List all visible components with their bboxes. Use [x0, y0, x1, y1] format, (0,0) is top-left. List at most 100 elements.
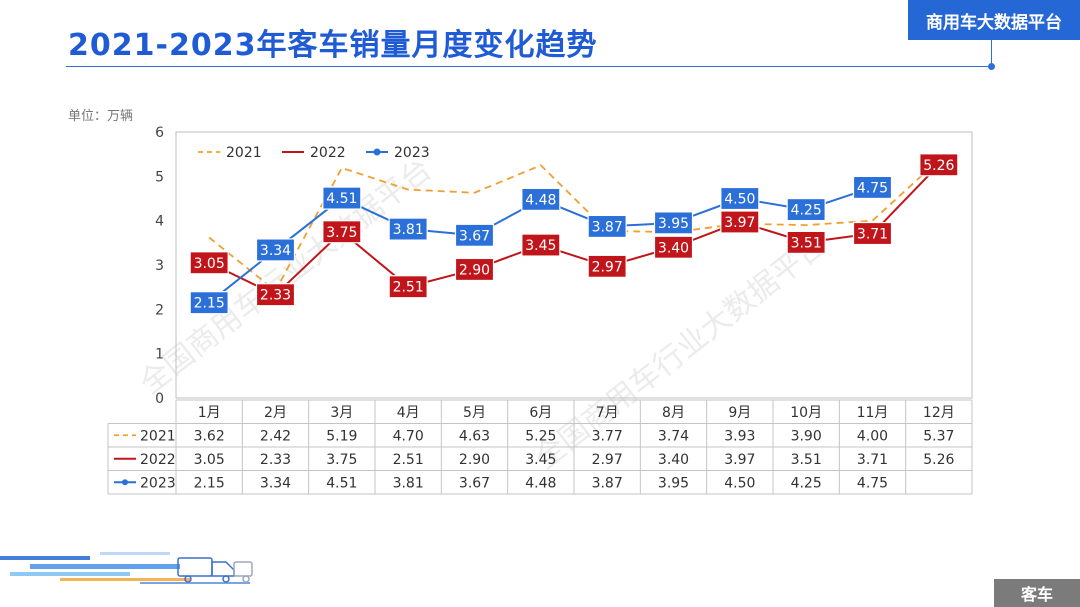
table-cell: 2.42	[260, 428, 291, 444]
table-cell: 5.37	[923, 428, 954, 444]
data-label-2023: 4.75	[857, 180, 888, 196]
data-label-2023: 3.95	[658, 216, 689, 232]
table-cell: 2.51	[393, 452, 424, 468]
data-label-2022: 3.51	[791, 235, 822, 251]
table-cell: 4.25	[791, 475, 822, 491]
data-label-box-2023	[454, 223, 495, 247]
table-cell: 4.70	[393, 428, 424, 444]
data-label-2023: 3.34	[260, 243, 291, 259]
data-label-box-2023	[322, 186, 362, 210]
data-label-box-2022	[454, 257, 495, 282]
data-label-box-2022	[653, 235, 694, 259]
table-cell: 3.81	[393, 475, 424, 491]
table-cell: 3.05	[194, 452, 225, 468]
table-cell: 3.97	[724, 452, 755, 468]
legend-label-2023: 2023	[394, 145, 430, 161]
x-tick-label: 8月	[662, 405, 685, 421]
data-label-box-2023	[786, 197, 826, 222]
table-cell: 3.77	[592, 428, 623, 444]
table-cell: 4.51	[326, 475, 357, 491]
table-cell: 2.33	[260, 452, 291, 468]
data-label-box-2022	[521, 233, 561, 257]
table-cell: 2.97	[592, 452, 623, 468]
table-cell: 3.75	[326, 452, 357, 468]
table-cell: 2.15	[194, 475, 225, 491]
data-label-box-2022	[786, 230, 826, 254]
y-tick-label: 5	[155, 169, 164, 185]
table-cell: 4.00	[857, 428, 888, 444]
data-label-2023: 4.51	[326, 191, 357, 207]
data-label-2023: 2.15	[194, 296, 225, 312]
speed-lines	[0, 552, 250, 584]
data-label-box-2022	[255, 283, 296, 307]
data-label-2022: 5.26	[923, 158, 954, 174]
data-label-2023: 4.48	[525, 192, 556, 208]
data-label-2023: 4.25	[791, 203, 822, 219]
table-series-name-2021: 2021	[140, 428, 176, 444]
table-cell: 3.34	[260, 475, 291, 491]
data-label-box-2022	[388, 275, 428, 299]
legend-label-2021: 2021	[226, 145, 262, 161]
series-line-2021	[208, 159, 940, 292]
table-cell: 3.45	[525, 452, 556, 468]
data-label-2022: 2.51	[393, 280, 424, 296]
y-tick-label: 1	[155, 347, 164, 363]
table-cell: 3.40	[658, 452, 689, 468]
unit-label: 单位：万辆	[68, 109, 134, 124]
data-label-box-2023	[189, 291, 229, 315]
table-series-name-2023: 2023	[140, 475, 176, 491]
data-label-2023: 4.50	[724, 192, 755, 208]
y-tick-label: 6	[155, 125, 164, 141]
x-tick-label: 11月	[857, 405, 889, 421]
title-underline	[66, 66, 992, 67]
table-cell: 4.75	[857, 475, 888, 491]
x-tick-label: 2月	[264, 405, 287, 421]
y-tick-label: 2	[155, 302, 164, 318]
data-label-box-2023	[653, 211, 694, 235]
table-cell: 3.74	[658, 428, 689, 444]
x-tick-label: 1月	[198, 405, 221, 421]
data-label-2022: 3.05	[194, 256, 225, 272]
data-label-box-2023	[388, 217, 428, 241]
table-cell: 4.63	[459, 428, 490, 444]
page-title: 2021-2023年客车销量月度变化趋势	[68, 28, 598, 63]
table-cell: 4.50	[724, 475, 755, 491]
data-label-2022: 3.75	[326, 225, 357, 241]
data-label-2022: 3.97	[724, 215, 755, 231]
data-label-box-2022	[189, 251, 229, 275]
table-cell: 5.19	[326, 428, 357, 444]
truck-outline-icon	[177, 557, 253, 583]
legend-marker-2023	[373, 148, 381, 156]
y-tick-label: 4	[155, 214, 164, 230]
x-tick-label: 5月	[463, 405, 486, 421]
data-label-2023: 3.67	[459, 228, 490, 244]
title-dot	[988, 63, 995, 70]
table-key-marker-2023	[122, 479, 128, 486]
data-label-2022: 2.90	[459, 262, 490, 278]
data-label-box-2022	[322, 220, 362, 244]
data-label-2022: 3.45	[525, 238, 556, 254]
legend-label-2022: 2022	[310, 145, 346, 161]
table-cell: 3.51	[791, 452, 822, 468]
table-cell: 3.67	[459, 475, 490, 491]
data-label-box-2022	[720, 210, 760, 234]
table-cell: 3.87	[592, 475, 623, 491]
x-tick-label: 12月	[923, 405, 955, 421]
data-label-box-2023	[587, 214, 627, 239]
table-cell: 3.90	[791, 428, 822, 444]
x-tick-label: 4月	[397, 405, 420, 421]
table-cell: 5.26	[923, 452, 954, 468]
data-label-box-2023	[521, 187, 561, 211]
table-cell: 4.48	[525, 475, 556, 491]
data-label-box-2023	[255, 238, 296, 262]
title-connector	[991, 40, 992, 64]
data-label-box-2022	[852, 221, 893, 246]
table-cell: 5.25	[525, 428, 556, 444]
data-label-2022: 3.40	[658, 240, 689, 256]
x-tick-label: 6月	[529, 405, 552, 421]
data-label-box-2023	[720, 186, 760, 211]
table-cell: 2.90	[459, 452, 490, 468]
table-cell: 3.95	[658, 475, 689, 491]
data-label-box-2022	[919, 153, 959, 177]
